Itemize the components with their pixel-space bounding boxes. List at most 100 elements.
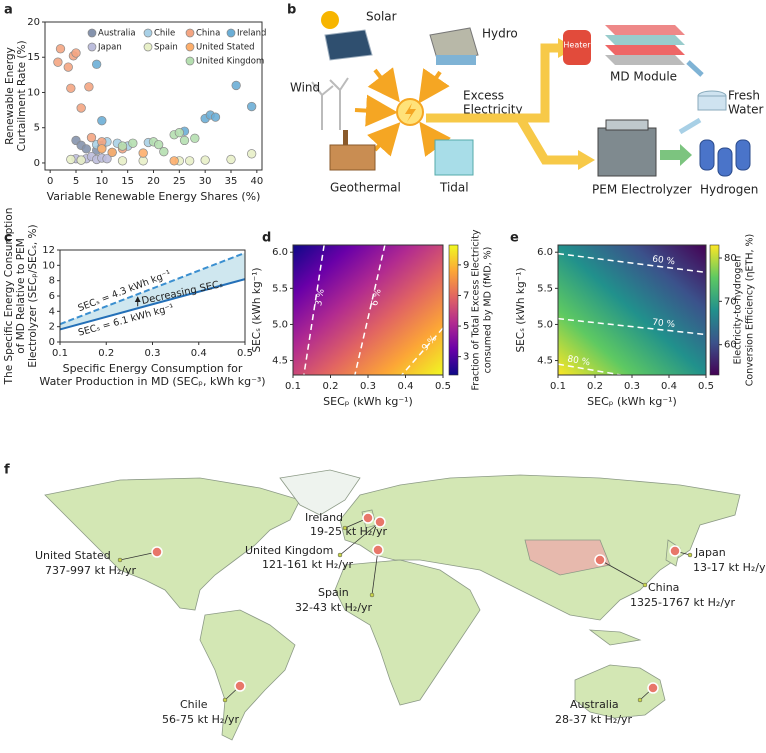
y-axis-label: SECₛ (kWh kg⁻¹): [251, 267, 263, 352]
location-name: Australia: [570, 698, 619, 711]
heatmap-field: [558, 245, 706, 375]
contour-label: 70 %: [652, 318, 676, 330]
colorbar-tick-label: 9: [463, 260, 469, 271]
geothermal-chimney: [343, 130, 348, 145]
x-axis-label: SECₚ (kWh kg⁻¹): [587, 395, 677, 408]
x-tick-label: 20: [147, 176, 160, 187]
flow-label: Electricity: [463, 103, 523, 117]
y-tick-label: 4.5: [272, 356, 288, 367]
location-pin: [372, 544, 384, 556]
location-name: Chile: [180, 698, 208, 711]
scatter-point: [97, 144, 107, 154]
source-label: Hydro: [482, 27, 518, 41]
contour-label: 6 %: [370, 288, 384, 307]
y-axis-label: Curtailment Rate (%): [16, 40, 28, 151]
geothermal-icon: [329, 144, 376, 171]
leader-dot: [222, 697, 228, 703]
x-tick-label: 0.5: [435, 381, 451, 392]
scatter-point: [185, 156, 195, 166]
hydro-dam: [429, 27, 479, 63]
heatmap-field: [293, 245, 443, 375]
x-tick-label: 15: [121, 176, 134, 187]
line-series: [59, 251, 246, 326]
scatter-point: [117, 141, 128, 151]
y-tick-label: 0: [49, 337, 55, 348]
unit-label: Hydrogen: [700, 183, 758, 197]
legend-label: Australia: [98, 29, 136, 39]
scatter-point: [128, 138, 138, 148]
y-tick-label: 10: [42, 260, 55, 271]
scatter-point: [102, 154, 112, 164]
panel-label: c: [4, 231, 12, 246]
leader-line: [119, 551, 158, 561]
x-tick-label: 0.5: [698, 381, 714, 392]
y-tick-label: 5: [34, 123, 40, 134]
y-axis-label: Renewable Energy: [4, 47, 16, 145]
x-tick-label: 10: [95, 176, 108, 187]
y-axis-label: The Specific Energy Consumption: [3, 208, 15, 386]
legend-marker: [185, 28, 195, 38]
scatter-point: [63, 62, 73, 72]
contour-label: 80 %: [567, 354, 592, 368]
location-name: United Kingdom: [245, 544, 333, 557]
contour-line: [557, 252, 707, 274]
source-label: Solar: [366, 10, 397, 24]
colorbar-label: Conversion Efficiency (ηETH, %): [745, 234, 756, 387]
legend-marker: [143, 28, 153, 38]
scatter-point: [66, 83, 76, 93]
colorbar-tick-label: 7: [463, 290, 469, 301]
flow-label: Excess: [463, 89, 504, 103]
y-axis-label: SECₛ (kWh kg⁻¹): [515, 267, 527, 352]
x-tick-label: 0: [47, 176, 53, 187]
panel-label: d: [262, 231, 271, 246]
band-fill: [60, 252, 245, 330]
y-tick-label: 5.5: [537, 283, 553, 294]
x-axis-label: Variable Renewable Energy Shares (%): [47, 190, 261, 203]
scatter-point: [97, 116, 107, 126]
colorbar-label: Fraction of Total Excess Electricity: [471, 229, 482, 390]
scatter-point: [247, 101, 257, 112]
leader-dot: [637, 697, 643, 703]
scatter-point: [247, 149, 257, 159]
x-tick-label: 0.4: [398, 381, 414, 392]
unit-label: PEM Electrolyzer: [592, 183, 692, 197]
location-pin: [362, 512, 374, 524]
md-module-icon: [605, 25, 685, 65]
legend-label: Chile: [154, 29, 175, 39]
contour-line: [557, 363, 622, 376]
y-tick-label: 0: [34, 158, 40, 169]
colorbar: [709, 244, 720, 376]
y-tick-label: 5.0: [272, 319, 288, 330]
scatter-point: [92, 59, 102, 69]
legend-label: Japan: [97, 43, 122, 53]
colorbar-tick-label: 3: [463, 352, 469, 363]
flow-arrow: [516, 115, 580, 165]
flow-arrow: [426, 43, 560, 123]
legend-marker: [143, 42, 153, 52]
scatter-point: [200, 155, 210, 165]
scatter-point: [159, 147, 169, 157]
legend-label: Ireland: [237, 29, 266, 39]
y-tick-label: 6: [49, 291, 55, 302]
colorbar-tick-label: 60: [724, 340, 737, 351]
source-label: Wind: [290, 81, 320, 95]
scatter-point: [179, 135, 190, 146]
y-tick-label: 4: [49, 306, 55, 317]
world-map: [44, 469, 741, 741]
hydrogen-arrow: [660, 144, 692, 166]
contour-label: 3 %: [314, 288, 327, 307]
x-tick-label: 0.1: [52, 348, 68, 359]
location-value: 737-997 kt H₂/yr: [45, 564, 137, 577]
location-name: Japan: [694, 546, 726, 559]
y-tick-label: 2: [49, 322, 55, 333]
x-tick-label: 0.3: [145, 348, 161, 359]
scatter-point: [107, 147, 117, 158]
leader-dot: [337, 552, 343, 558]
location-pin: [669, 545, 681, 557]
location-value: 121-161 kt H₂/yr: [262, 558, 354, 571]
x-tick-label: 0.2: [98, 348, 114, 359]
legend-label: Spain: [154, 43, 178, 53]
water-tank: [697, 95, 727, 111]
y-tick-label: 20: [27, 17, 40, 28]
